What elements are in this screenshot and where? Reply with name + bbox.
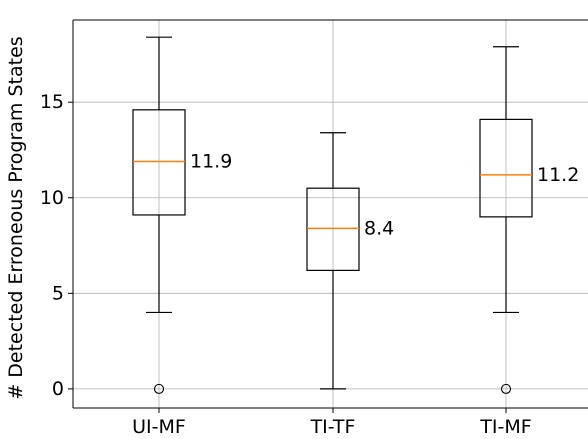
box-iqr-TI-MF: [479, 118, 533, 218]
y-tick-label-15: 15: [40, 91, 64, 113]
median-label-TI-MF: 11.2: [537, 164, 579, 186]
x-tick-label-UI-MF: UI-MF: [132, 416, 186, 438]
median-label-TI-TF: 8.4: [364, 217, 394, 239]
outlier-UI-MF-0: [153, 383, 165, 394]
x-tick-label-TI-MF: TI-MF: [479, 416, 531, 438]
median-label-UI-MF: 11.9: [190, 150, 232, 172]
box-UI-MF: 11.9: [132, 36, 232, 394]
y-axis-label: # Detected Erroneous Program States: [5, 36, 27, 399]
y-tick-label-5: 5: [52, 282, 64, 304]
y-tick-label-0: 0: [52, 378, 64, 400]
box-iqr-UI-MF: [132, 109, 186, 216]
y-tick-label-10: 10: [40, 187, 64, 209]
box-TI-MF: 11.2: [479, 46, 579, 394]
grid-lines: [73, 20, 588, 408]
boxes: 11.9 8.4 11.2: [132, 36, 579, 394]
box-iqr-TI-TF: [306, 187, 360, 271]
box-TI-TF: 8.4: [306, 132, 394, 390]
axes: 0 5 10 15 UI-MF TI-TF TI-MF: [40, 19, 588, 438]
outlier-TI-MF-0: [500, 383, 512, 394]
x-tick-label-TI-TF: TI-TF: [310, 416, 356, 438]
